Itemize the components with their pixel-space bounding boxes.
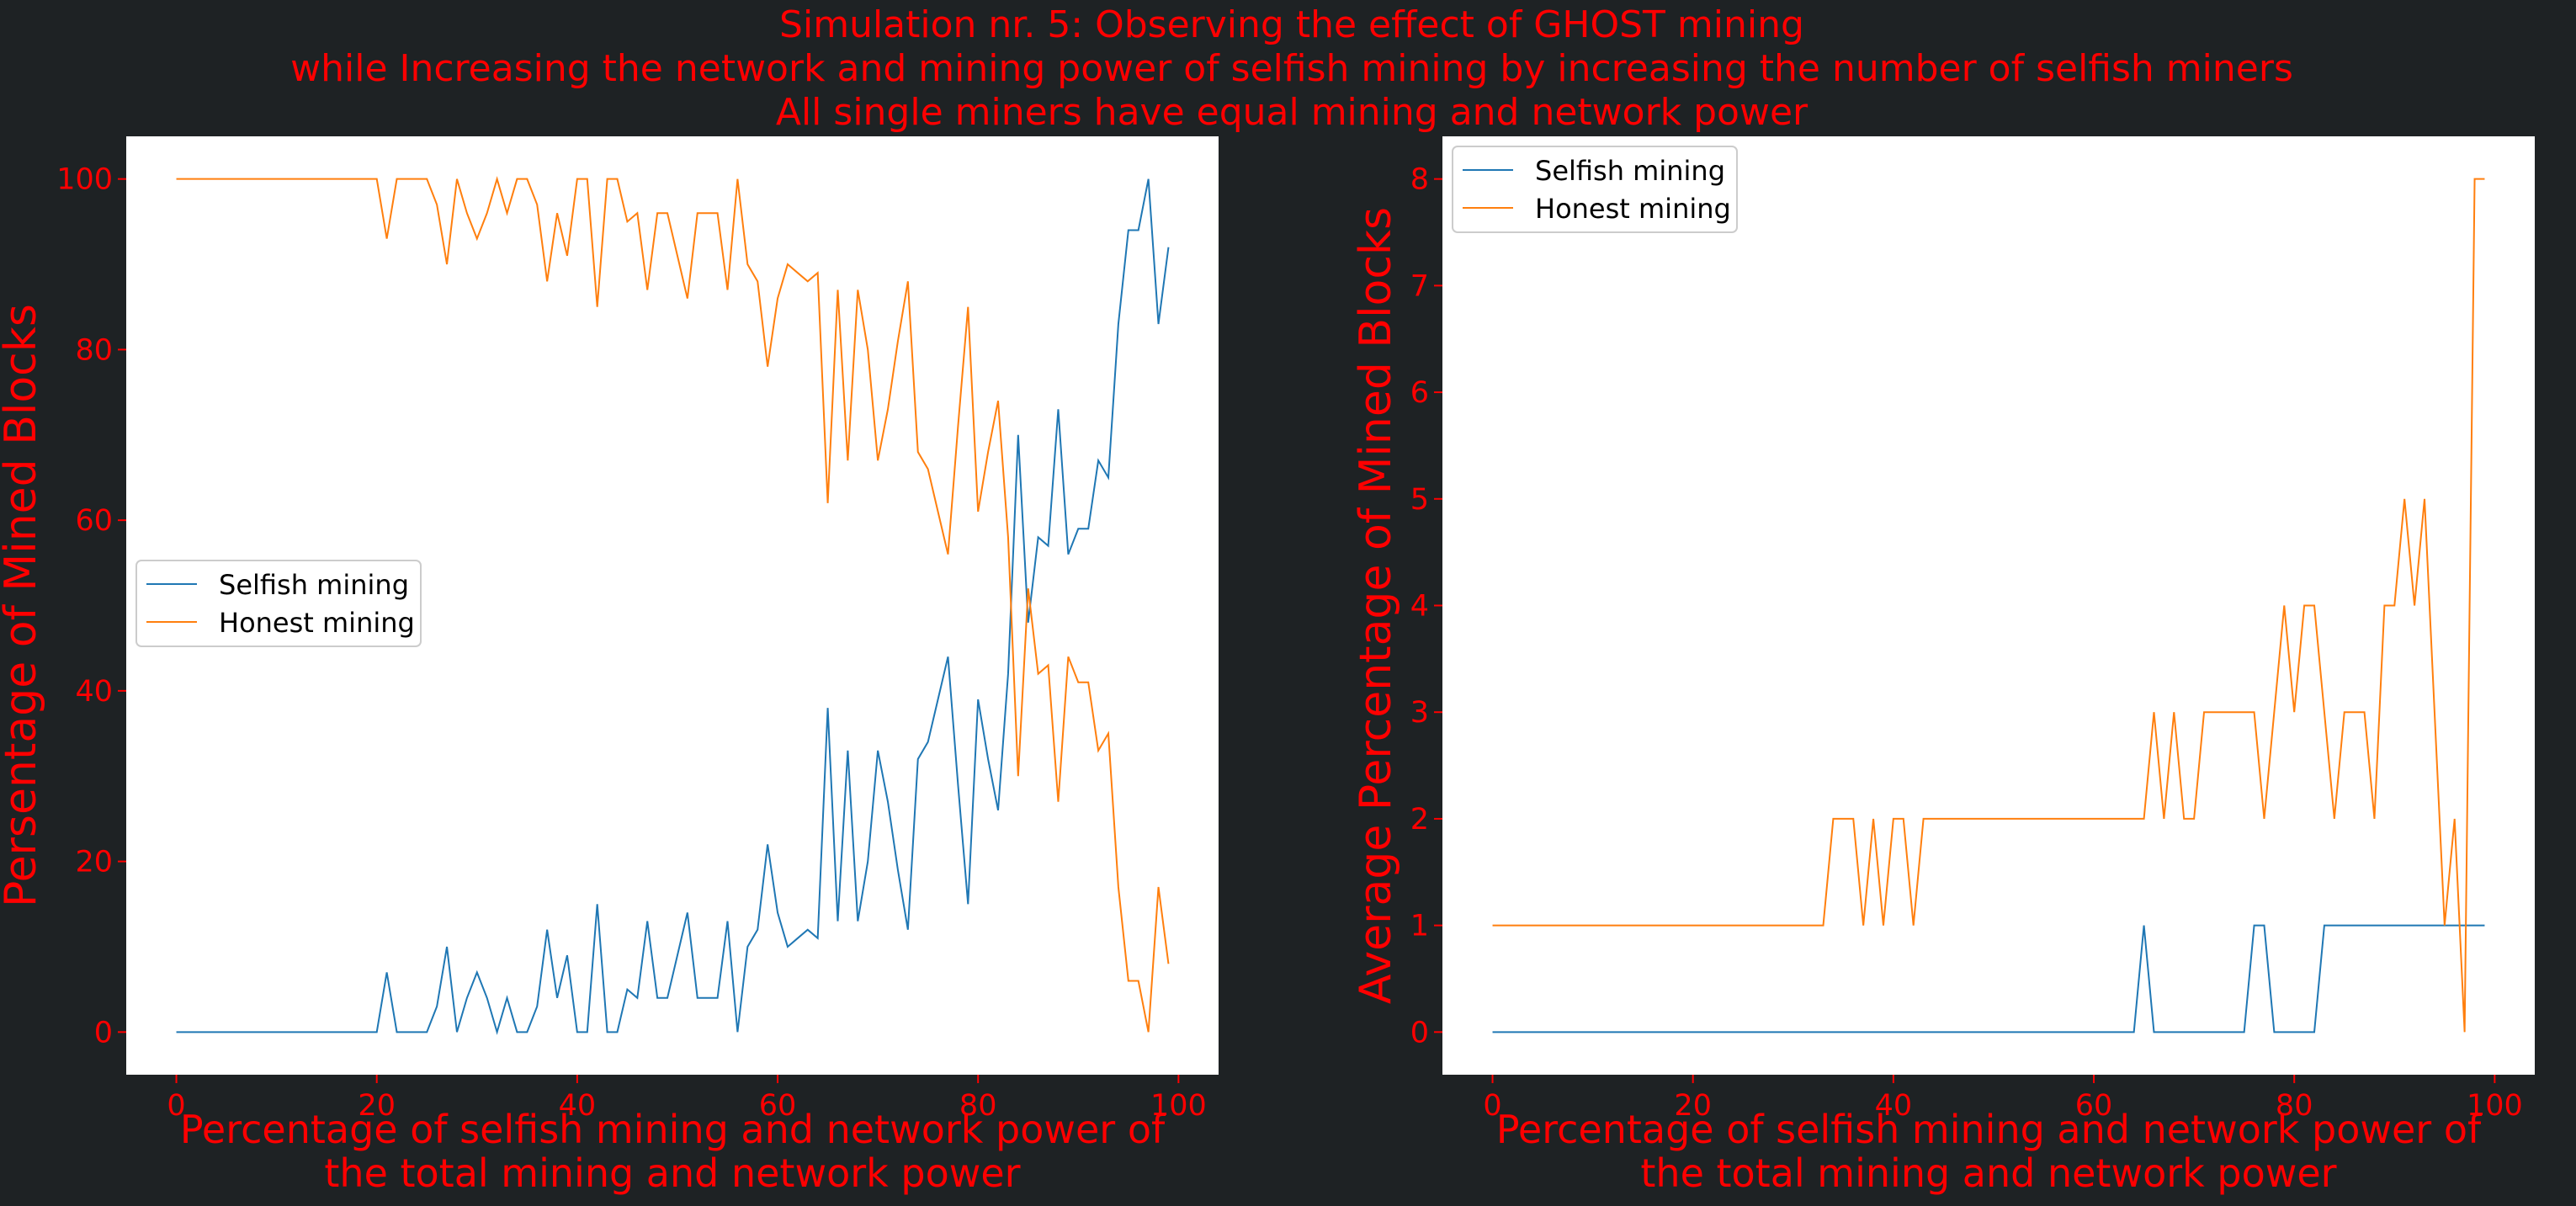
figure-title-line-2: while Increasing the network and mining …: [290, 47, 2293, 90]
plot-area: [1442, 136, 2535, 1075]
legend: Selfish mining Honest mining: [135, 560, 422, 647]
x-tick-label: 20: [358, 1089, 396, 1123]
x-tick-label: 100: [1150, 1089, 1207, 1123]
figure-title-line-3: All single miners have equal mining and …: [776, 91, 1809, 134]
y-tick-label: 40: [75, 675, 113, 709]
x-tick-label: 80: [2276, 1089, 2313, 1123]
x-tick-label: 20: [1674, 1089, 1712, 1123]
y-tick-label: 6: [1410, 376, 1429, 410]
y-tick-label: 1: [1410, 910, 1429, 943]
y-tick-label: 60: [75, 504, 113, 538]
legend-label-selfish: Selfish mining: [219, 569, 409, 601]
y-tick-label: 100: [56, 163, 113, 197]
chart-2: 0 20 40 60 80 100 0 1 2 3 4 5 6 7 8 Percentage of selfi…: [1351, 136, 2535, 1196]
x-tick-label: 40: [559, 1089, 597, 1123]
y-tick-label: 80: [75, 333, 113, 367]
legend-box: [135, 560, 422, 647]
y-tick-label: 7: [1410, 269, 1429, 303]
y-tick-label: 3: [1410, 696, 1429, 730]
y-axis-label: Average Percentage of Mined Blocks: [1351, 207, 1401, 1004]
series-line-selfish: [176, 178, 1170, 1035]
y-tick-label: 2: [1410, 803, 1429, 837]
x-axis-label-line-1: Percentage of selfish mining and network…: [1496, 1107, 2483, 1152]
x-axis-label-line-1: Percentage of selfish mining and network…: [180, 1107, 1166, 1152]
legend: Selfish mining Honest mining: [1452, 146, 1738, 233]
x-tick-label: 60: [2075, 1089, 2113, 1123]
y-axis-label: Persentage of Mined Blocks: [0, 304, 46, 907]
x-tick-label: 40: [1875, 1089, 1913, 1123]
series-line-selfish: [1492, 924, 2485, 1033]
x-axis-label-line-2: the total mining and network power: [1640, 1150, 2336, 1196]
legend-box: [1452, 146, 1738, 233]
y-tick-label: 5: [1410, 483, 1429, 517]
x-tick-label: 80: [959, 1089, 997, 1123]
x-tick-label: 100: [2467, 1089, 2523, 1123]
x-tick-label: 60: [759, 1089, 797, 1123]
legend-label-honest: Honest mining: [219, 607, 415, 639]
y-tick-label: 8: [1410, 163, 1429, 197]
y-tick-label: 0: [94, 1016, 113, 1049]
legend-label-honest: Honest mining: [1535, 193, 1731, 225]
y-tick-label: 20: [75, 846, 113, 879]
x-axis-label-line-2: the total mining and network power: [324, 1150, 1020, 1196]
figure-title-line-1: Simulation nr. 5: Observing the effect o…: [779, 3, 1804, 46]
series-line-honest: [176, 176, 1170, 1033]
x-tick-label: 0: [167, 1089, 185, 1123]
x-tick-label: 0: [1483, 1089, 1501, 1123]
series-line-honest: [1492, 178, 2485, 1033]
legend-label-selfish: Selfish mining: [1535, 155, 1725, 187]
y-tick-label: 0: [1410, 1016, 1429, 1049]
y-tick-label: 4: [1410, 590, 1429, 624]
